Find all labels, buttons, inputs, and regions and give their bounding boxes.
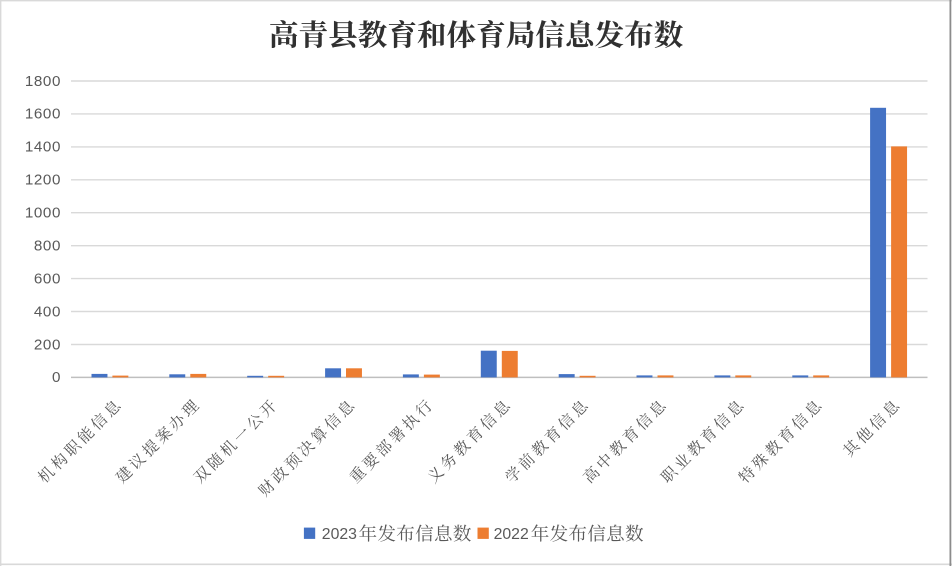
svg-text:1400: 1400 bbox=[25, 139, 61, 156]
svg-text:1200: 1200 bbox=[25, 172, 61, 189]
svg-text:0: 0 bbox=[52, 369, 61, 386]
svg-text:400: 400 bbox=[34, 303, 61, 320]
svg-text:800: 800 bbox=[34, 238, 61, 255]
svg-text:600: 600 bbox=[34, 270, 61, 287]
svg-text:1000: 1000 bbox=[25, 205, 61, 222]
svg-text:1800: 1800 bbox=[25, 73, 61, 90]
svg-text:2023: 2023 bbox=[322, 526, 357, 543]
svg-text:1600: 1600 bbox=[25, 106, 61, 123]
svg-text:200: 200 bbox=[34, 336, 61, 353]
svg-text:2022: 2022 bbox=[494, 526, 529, 543]
